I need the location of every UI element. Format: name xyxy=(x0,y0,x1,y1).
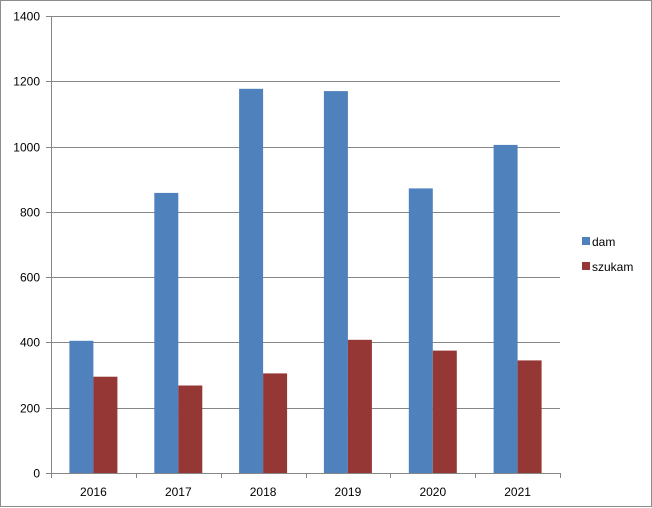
y-tick-label: 0 xyxy=(33,467,40,481)
bar-szukam-2020 xyxy=(432,350,457,473)
bar-dam-2017 xyxy=(154,192,179,473)
y-tick-label: 600 xyxy=(20,271,40,285)
x-tick-label: 2020 xyxy=(419,485,446,499)
bar-dam-2019 xyxy=(323,91,348,473)
bar-dam-2016 xyxy=(69,340,94,473)
y-tick-label: 1200 xyxy=(13,75,40,89)
legend-label-dam: dam xyxy=(592,235,615,249)
y-tick-label: 1000 xyxy=(13,141,40,155)
bar-szukam-2021 xyxy=(517,360,542,473)
x-tick-label: 2018 xyxy=(250,485,277,499)
bar-dam-2018 xyxy=(239,88,264,474)
bar-szukam-2017 xyxy=(178,385,203,473)
x-tick-label: 2021 xyxy=(504,485,531,499)
y-tick-label: 200 xyxy=(20,402,40,416)
axes xyxy=(51,16,560,474)
bar-szukam-2019 xyxy=(347,339,372,473)
x-tick-label: 2017 xyxy=(165,485,192,499)
bar-dam-2021 xyxy=(493,144,518,473)
x-axis-ticks: 2016 2017 2018 2019 2020 2021 xyxy=(51,473,561,499)
bar-szukam-2016 xyxy=(93,376,118,473)
bar-dam-2020 xyxy=(408,188,433,473)
bars xyxy=(69,88,542,474)
y-tick-label: 800 xyxy=(20,206,40,220)
legend: dam szukam xyxy=(582,235,633,274)
x-tick-label: 2016 xyxy=(80,485,107,499)
legend-label-szukam: szukam xyxy=(592,260,633,274)
x-tick-label: 2019 xyxy=(335,485,362,499)
y-tick-label: 400 xyxy=(20,336,40,350)
legend-swatch-dam xyxy=(582,237,590,245)
gridlines xyxy=(51,16,560,409)
y-tick-label: 1400 xyxy=(13,10,40,24)
legend-swatch-szukam xyxy=(582,262,590,270)
bar-szukam-2018 xyxy=(263,373,288,473)
y-axis-ticks: 0 200 400 600 800 1000 1200 1400 xyxy=(13,10,51,481)
